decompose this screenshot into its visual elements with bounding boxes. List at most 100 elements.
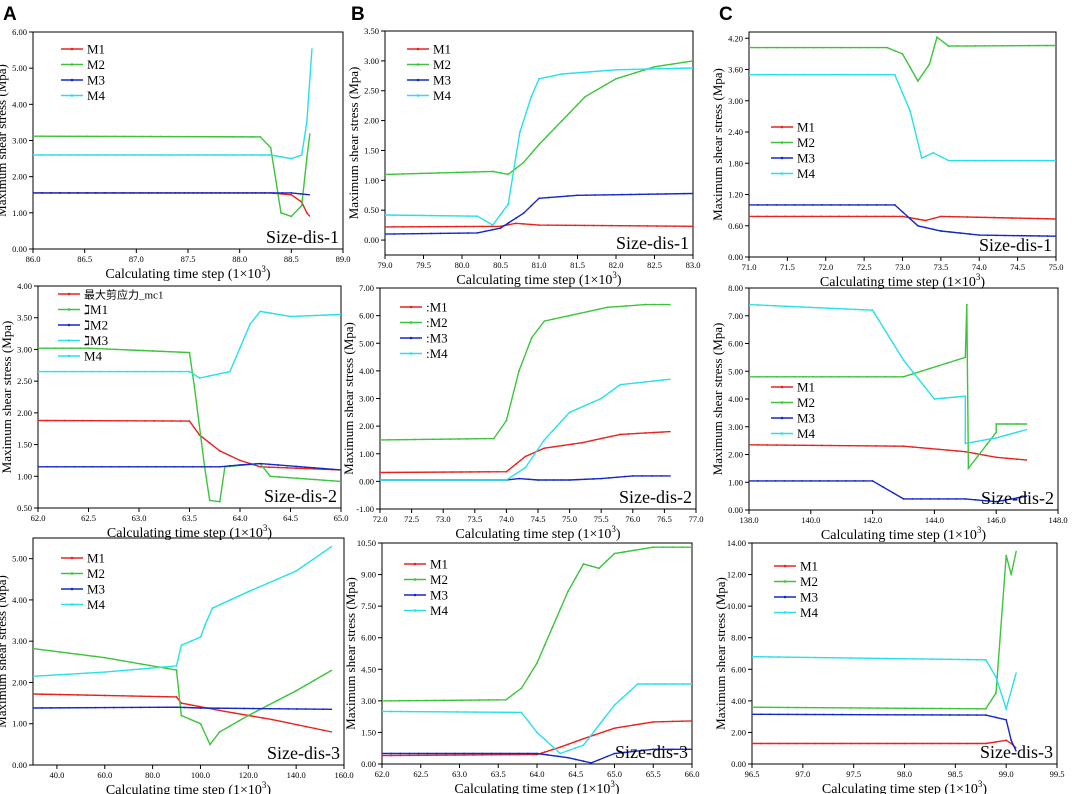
data-point (902, 359, 905, 362)
data-point (180, 644, 183, 647)
y-tick-label: 3.00 (17, 344, 32, 354)
data-point (644, 303, 647, 306)
data-point (829, 215, 832, 218)
x-tick-label: 98.0 (897, 769, 912, 779)
data-point (239, 463, 241, 466)
chart-grid: 86.0 86.5 87.0 87.5 88.0 88.5 89.0 0.00 1.00 2.00… (0, 26, 1068, 794)
data-point (505, 419, 508, 422)
data-point (446, 710, 448, 713)
y-tick-label: 10.50 (357, 538, 376, 548)
data-point (792, 479, 795, 482)
data-point (830, 46, 833, 49)
data-point (249, 463, 252, 466)
data-point (920, 157, 923, 159)
data-point (460, 479, 463, 481)
data-point (551, 626, 554, 629)
data-point (161, 350, 163, 353)
data-point (932, 151, 935, 154)
data-point (232, 135, 234, 138)
data-point (85, 672, 88, 675)
y-tick-label: 3.00 (12, 136, 27, 146)
data-point (567, 590, 569, 593)
data-point (165, 192, 168, 194)
data-point (832, 656, 834, 659)
data-point (1037, 44, 1039, 47)
data-point (613, 752, 616, 755)
data-point (787, 742, 789, 745)
data-point (1015, 431, 1018, 434)
legend-label: M1 (87, 42, 105, 57)
data-point (499, 227, 502, 230)
data-point (300, 154, 303, 156)
data-point (937, 364, 940, 367)
data-point (652, 431, 655, 434)
x-tick-label: 65.5 (646, 769, 661, 779)
data-point (911, 373, 914, 375)
data-point (433, 479, 436, 481)
data-point (287, 476, 289, 479)
legend-marker (780, 172, 784, 175)
data-point (314, 727, 316, 730)
data-point (624, 74, 627, 77)
data-point (402, 214, 405, 217)
x-tick-label: 86.5 (77, 254, 92, 264)
data-point (449, 438, 451, 440)
data-point (455, 225, 457, 228)
data-point (399, 710, 402, 713)
plot-frame (381, 542, 693, 765)
data-point (239, 459, 241, 462)
data-point (1019, 44, 1022, 47)
data-point (660, 474, 663, 477)
data-point (976, 455, 979, 458)
data-point (159, 135, 162, 138)
data-point (247, 714, 250, 717)
data-point (261, 717, 264, 719)
legend-marker (416, 78, 420, 82)
legend-marker (413, 609, 417, 612)
data-point (141, 135, 144, 138)
data-point (571, 443, 574, 445)
data-point (946, 498, 949, 500)
data-point (642, 722, 645, 725)
data-point (854, 479, 856, 482)
legend-marker (409, 336, 413, 340)
data-point (518, 131, 521, 134)
data-point (179, 370, 182, 373)
data-point (839, 73, 842, 76)
data-point (871, 309, 874, 312)
chart-a3: 40.0 60.0 80.0 100.0 120.0 140.0 160.0 0.00 1.00… (0, 537, 354, 794)
data-point (875, 375, 878, 378)
x-tick-label: 148.0 (1048, 515, 1067, 525)
data-point (218, 731, 221, 733)
data-point (290, 193, 293, 196)
legend-marker (70, 556, 74, 560)
data-point (592, 734, 595, 737)
series-line-m2 (33, 647, 333, 746)
series-group (749, 36, 1056, 237)
data-point (130, 661, 133, 664)
data-point (965, 159, 968, 162)
data-point (241, 135, 244, 138)
data-point (530, 223, 533, 226)
data-point (269, 154, 272, 156)
data-point (229, 370, 231, 373)
data-point (814, 742, 816, 745)
x-tick-label: 79.5 (416, 260, 431, 270)
data-point (218, 500, 221, 503)
legend-marker (783, 595, 787, 599)
x-tick-label: 87.0 (129, 254, 144, 264)
legend-label: M4 (797, 426, 816, 441)
y-tick-label: 10.00 (727, 601, 746, 611)
data-point (148, 706, 151, 709)
data-point (314, 314, 317, 317)
y-tick-label: 1.00 (728, 477, 743, 487)
x-tick-label: 62.5 (81, 513, 96, 523)
data-point (306, 314, 309, 317)
legend-label: M1 (800, 559, 818, 574)
data-point (208, 374, 211, 377)
data-point (948, 658, 951, 661)
data-point (170, 420, 173, 422)
data-point (147, 192, 150, 194)
data-point (522, 161, 525, 164)
data-point (514, 472, 517, 475)
